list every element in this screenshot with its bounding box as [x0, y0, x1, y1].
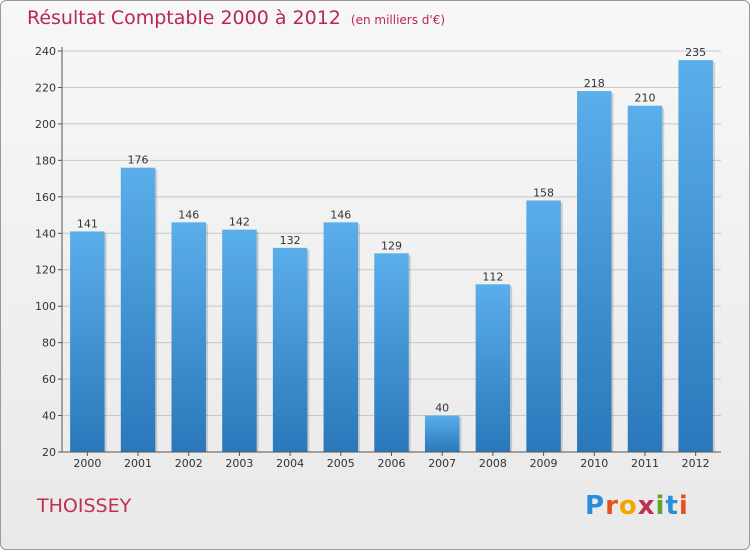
- bar: [526, 200, 561, 452]
- logo-letter: x: [637, 491, 656, 521]
- bar: [272, 247, 308, 452]
- y-tick-label: 20: [42, 446, 56, 459]
- y-tick-label: 140: [35, 227, 56, 240]
- y-tick-label: 180: [35, 154, 56, 167]
- logo-letter: r: [605, 491, 619, 521]
- proxiti-logo: Proxiti: [585, 491, 689, 521]
- bar: [171, 222, 206, 452]
- chart-title-text: Résultat Comptable 2000 à 2012: [27, 7, 341, 29]
- bar-value-label: 40: [435, 402, 449, 415]
- y-tick-label: 40: [42, 410, 56, 423]
- bar: [323, 222, 359, 452]
- chart-title: Résultat Comptable 2000 à 2012 (en millie…: [27, 7, 445, 29]
- y-tick-label: 100: [35, 300, 56, 313]
- y-tick-label: 220: [35, 81, 56, 94]
- bar-value-label: 129: [381, 239, 402, 252]
- x-tick-label: 2012: [682, 457, 710, 470]
- y-tick-label: 60: [42, 373, 56, 386]
- logo-letter: i: [678, 491, 689, 521]
- x-tick-label: 2005: [327, 457, 355, 470]
- logo-letter: P: [585, 491, 606, 521]
- bar-value-label: 235: [685, 46, 706, 59]
- x-tick-label: 2000: [73, 457, 101, 470]
- bar: [70, 231, 105, 452]
- x-tick-label: 2002: [175, 457, 203, 470]
- y-tick-label: 240: [35, 45, 56, 58]
- bar-value-label: 142: [229, 216, 250, 229]
- bar: [222, 229, 257, 452]
- bar: [374, 253, 409, 452]
- logo-letter: t: [665, 491, 679, 521]
- bar: [120, 167, 156, 452]
- x-tick-label: 2004: [276, 457, 304, 470]
- x-tick-label: 2009: [530, 457, 558, 470]
- chart-subtitle: (en milliers d'€): [350, 13, 446, 27]
- x-tick-label: 2008: [479, 457, 507, 470]
- bar: [678, 60, 713, 452]
- logo-letter: o: [618, 491, 638, 521]
- x-tick-label: 2007: [428, 457, 456, 470]
- bar-value-label: 218: [584, 77, 605, 90]
- x-tick-label: 2011: [631, 457, 659, 470]
- bar-value-label: 158: [533, 186, 554, 199]
- x-tick-label: 2010: [580, 457, 608, 470]
- bar-value-label: 146: [330, 208, 351, 221]
- bar: [424, 415, 460, 452]
- x-tick-label: 2006: [378, 457, 406, 470]
- bar-value-label: 132: [280, 234, 301, 247]
- bar-value-label: 141: [77, 217, 98, 230]
- x-tick-label: 2003: [225, 457, 253, 470]
- bar-value-label: 112: [482, 270, 503, 283]
- y-tick-label: 160: [35, 191, 56, 204]
- x-tick-label: 2001: [124, 457, 152, 470]
- bar: [577, 91, 612, 452]
- y-tick-label: 120: [35, 264, 56, 277]
- y-tick-label: 80: [42, 337, 56, 350]
- city-name: THOISSEY: [37, 495, 132, 517]
- bar-value-label: 210: [634, 92, 655, 105]
- logo-letter: i: [655, 491, 666, 521]
- bar-value-label: 176: [128, 154, 149, 167]
- bar-value-label: 146: [178, 208, 199, 221]
- y-tick-label: 200: [35, 118, 56, 131]
- bar: [627, 105, 663, 452]
- bar: [475, 284, 511, 452]
